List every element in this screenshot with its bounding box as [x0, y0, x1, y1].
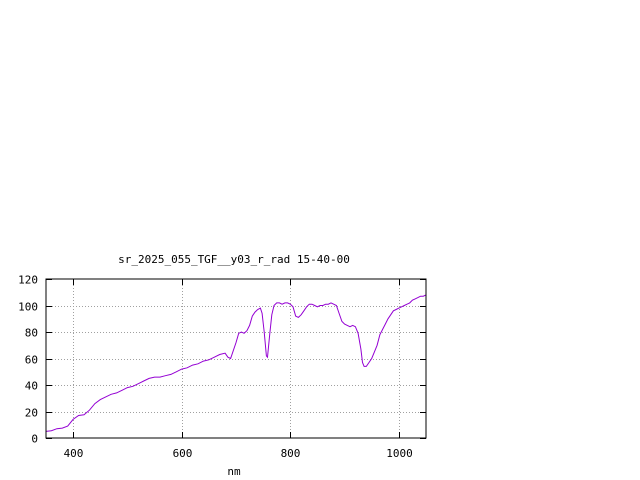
y-tick-label: 0	[31, 433, 38, 446]
y-tick-label: 20	[25, 407, 38, 420]
y-tick-label: 120	[18, 274, 38, 287]
x-tick-label: 1000	[386, 447, 413, 460]
grid-lines	[46, 279, 426, 438]
plot-frame	[45, 278, 427, 439]
y-tick-label: 60	[25, 354, 38, 367]
y-tick-label: 80	[25, 327, 38, 340]
x-axis-label: nm	[227, 465, 241, 478]
y-tick-label: 100	[18, 301, 38, 314]
x-tick-label: 800	[281, 447, 301, 460]
tick-labels: 0 20 40 60 80 100 120 400 600 800 1000	[18, 274, 413, 461]
tick-marks	[46, 279, 426, 439]
chart-title: sr_2025_055_TGF__y03_r_rad 15-40-00	[118, 253, 350, 266]
series-line	[45, 294, 427, 432]
y-tick-label: 40	[25, 380, 38, 393]
x-tick-label: 400	[64, 447, 84, 460]
x-tick-label: 600	[173, 447, 193, 460]
series-layer	[45, 294, 427, 432]
